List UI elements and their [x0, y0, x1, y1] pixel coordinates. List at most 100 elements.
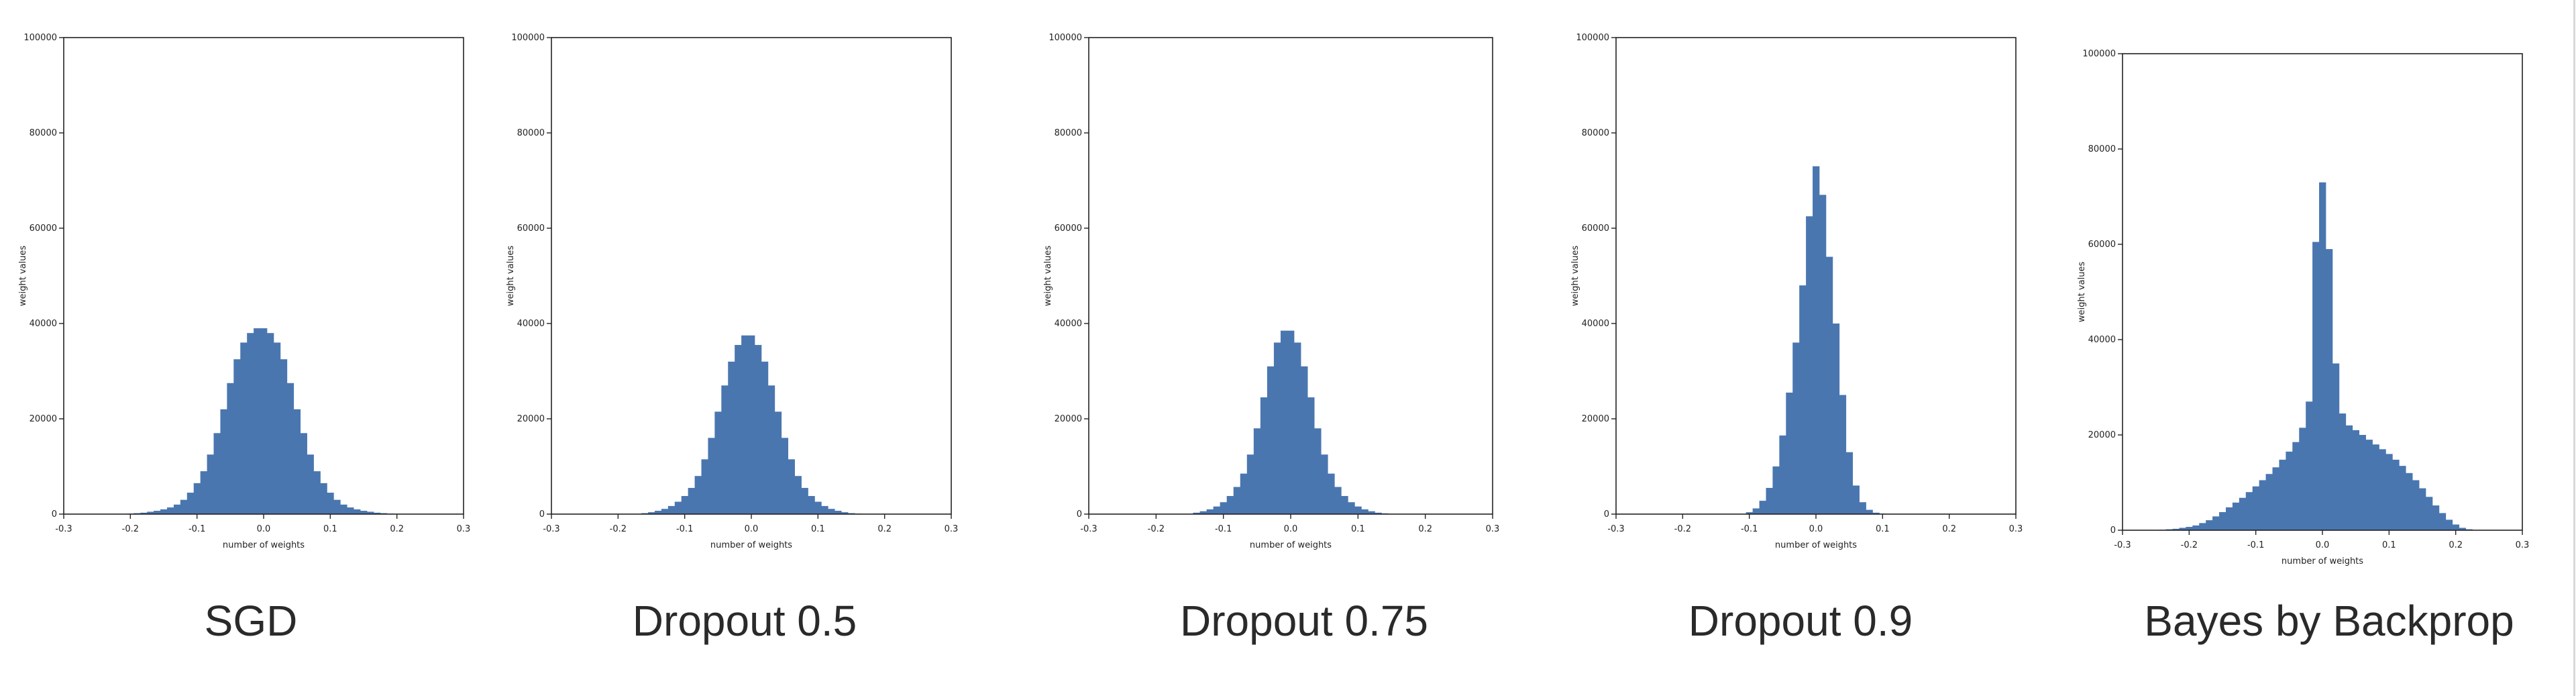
x-tick-label: 0.1 — [2382, 540, 2396, 550]
histogram-bar — [2312, 242, 2320, 530]
x-tick-label: -0.2 — [1674, 524, 1691, 534]
histogram-bar — [2325, 249, 2333, 530]
histogram-bar — [1314, 428, 1322, 514]
histogram-bar — [254, 328, 261, 514]
histogram-bar — [754, 344, 762, 514]
y-axis-label: weight values — [506, 246, 516, 306]
histogram-bar — [2265, 474, 2273, 530]
histogram-bar — [808, 496, 815, 514]
histogram-bar — [774, 411, 782, 514]
histogram-bar — [1752, 508, 1760, 514]
histogram-bar — [2279, 459, 2286, 530]
histogram-bar — [186, 493, 195, 514]
histogram-bar — [1354, 506, 1362, 514]
histogram-bar — [1301, 366, 1308, 514]
histogram-bar — [1321, 454, 1328, 514]
x-tick-label: 0.0 — [2316, 540, 2330, 550]
histogram-bar — [147, 511, 154, 514]
histogram-bar — [1845, 452, 1854, 514]
histogram-bar — [2432, 505, 2440, 530]
x-axis-label: number of weights — [1250, 540, 1332, 550]
histogram-bar — [140, 512, 148, 514]
histogram-bar — [841, 512, 849, 514]
histogram-bar — [681, 496, 689, 514]
x-tick-label: -0.3 — [543, 524, 559, 534]
histogram-bar — [227, 383, 234, 514]
x-tick-label: -0.2 — [2181, 540, 2198, 550]
histogram-bar — [2425, 497, 2433, 530]
x-tick-label: -0.2 — [610, 524, 627, 534]
histogram-bar — [2292, 442, 2300, 530]
histogram-bar — [688, 487, 695, 514]
histogram-bar — [320, 483, 327, 514]
histogram-bar — [2186, 527, 2193, 530]
histogram-bar — [2252, 486, 2260, 530]
histogram-panel-2: -0.3 -0.2 -0.1 0.0 0.1 0.2 0.3 0 20000 40000 60000… — [1043, 33, 1499, 550]
histogram-bar — [2192, 525, 2200, 530]
x-axis-label: number of weights — [1775, 540, 1857, 550]
y-tick-label: 60000 — [517, 223, 545, 234]
y-tick-label: 0 — [2110, 526, 2116, 536]
y-tick-label: 80000 — [2088, 144, 2116, 154]
histogram-panel-0: -0.3 -0.2 -0.1 0.0 0.1 0.2 0.3 0 20000 40000 60000… — [18, 33, 470, 550]
histogram-bar — [207, 454, 214, 514]
histogram-bar — [821, 505, 828, 514]
y-axis-label: weight values — [1570, 246, 1580, 306]
histogram-bar — [360, 511, 368, 514]
histogram-bar — [794, 476, 802, 514]
histogram-bar — [240, 342, 248, 514]
histogram-bar — [1334, 487, 1342, 514]
x-tick-label: 0.0 — [257, 524, 271, 534]
histogram-bar — [1368, 511, 1375, 514]
histogram-bar — [280, 359, 288, 514]
x-tick-label: 0.3 — [2009, 524, 2023, 534]
x-axis-label: number of weights — [710, 540, 792, 550]
histogram-bar — [307, 454, 314, 514]
x-tick-label: 0.2 — [877, 524, 892, 534]
histogram-bar — [166, 507, 174, 514]
y-tick-label: 60000 — [30, 223, 57, 234]
histogram-bar — [354, 509, 361, 514]
histogram-bar — [694, 476, 702, 514]
y-tick-label: 100000 — [2082, 49, 2116, 59]
histogram-bar — [2406, 473, 2413, 530]
x-tick-label: 0.0 — [1809, 524, 1823, 534]
x-tick-label: -0.2 — [1148, 524, 1165, 534]
x-tick-label: 0.0 — [745, 524, 759, 534]
histogram-bar — [2412, 480, 2420, 530]
histogram-bar — [1246, 454, 1254, 514]
histogram-bar — [154, 511, 161, 514]
x-tick-label: 0.1 — [323, 524, 337, 534]
histogram-bar — [233, 359, 241, 514]
y-tick-label: 100000 — [511, 33, 545, 43]
histogram-bar — [654, 511, 662, 514]
x-tick-label: 0.3 — [457, 524, 471, 534]
caption-sgd: SGD — [204, 597, 298, 645]
histogram-bar — [220, 409, 227, 514]
histogram-bar — [1240, 473, 1248, 514]
histogram-bar — [2306, 401, 2313, 530]
x-tick-label: 0.1 — [1876, 524, 1890, 534]
histogram-bar — [1294, 342, 1301, 514]
histogram-bar — [1772, 466, 1780, 514]
histogram-bar — [1839, 395, 1847, 514]
x-tick-label: 0.1 — [811, 524, 825, 534]
histogram-bar — [260, 328, 268, 514]
y-tick-label: 100000 — [1049, 33, 1082, 43]
histogram-bar — [1806, 216, 1813, 514]
histogram-bar — [1220, 502, 1228, 514]
histogram-bar — [2345, 425, 2353, 530]
histogram-bar — [661, 509, 669, 514]
histogram-bar — [2232, 502, 2240, 530]
histogram-bar — [313, 471, 321, 514]
x-tick-label: -0.1 — [189, 524, 205, 534]
histogram-bar — [347, 507, 354, 514]
histogram-bar — [2359, 435, 2366, 530]
histogram-bar — [1361, 509, 1368, 514]
histogram-bar — [1866, 509, 1873, 514]
y-tick-label: 0 — [1604, 509, 1609, 519]
y-tick-label: 20000 — [1582, 414, 1609, 424]
y-tick-label: 60000 — [2088, 240, 2116, 250]
y-tick-label: 80000 — [30, 128, 57, 138]
